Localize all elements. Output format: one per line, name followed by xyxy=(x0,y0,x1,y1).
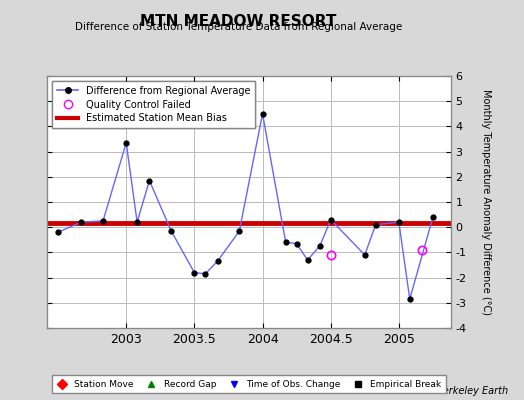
Text: MTN MEADOW RESORT: MTN MEADOW RESORT xyxy=(140,14,336,29)
Y-axis label: Monthly Temperature Anomaly Difference (°C): Monthly Temperature Anomaly Difference (… xyxy=(481,89,490,315)
Text: Difference of Station Temperature Data from Regional Average: Difference of Station Temperature Data f… xyxy=(75,22,402,32)
Legend: Difference from Regional Average, Quality Control Failed, Estimated Station Mean: Difference from Regional Average, Qualit… xyxy=(52,81,255,128)
Legend: Station Move, Record Gap, Time of Obs. Change, Empirical Break: Station Move, Record Gap, Time of Obs. C… xyxy=(52,376,446,394)
Text: Berkeley Earth: Berkeley Earth xyxy=(436,386,508,396)
